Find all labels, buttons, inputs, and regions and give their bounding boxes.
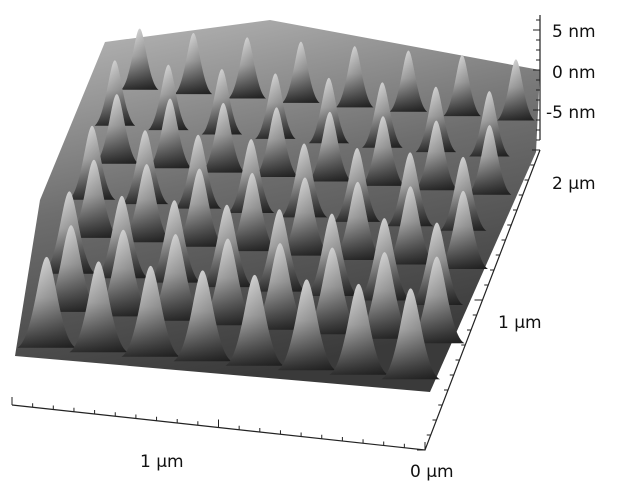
z-label: 5 nm xyxy=(552,22,596,42)
z-label: 0 nm xyxy=(552,63,596,83)
z-label: -5 nm xyxy=(546,103,596,123)
x-label: 1 µm xyxy=(140,452,184,472)
y-label: 2 µm xyxy=(552,174,596,194)
afm-figure: 5 nm 0 nm -5 nm 2 µm 1 µm 1 µm 0 µm xyxy=(0,0,624,485)
y-label: 1 µm xyxy=(498,313,542,333)
surface xyxy=(15,20,540,392)
origin-label: 0 µm xyxy=(410,462,454,482)
